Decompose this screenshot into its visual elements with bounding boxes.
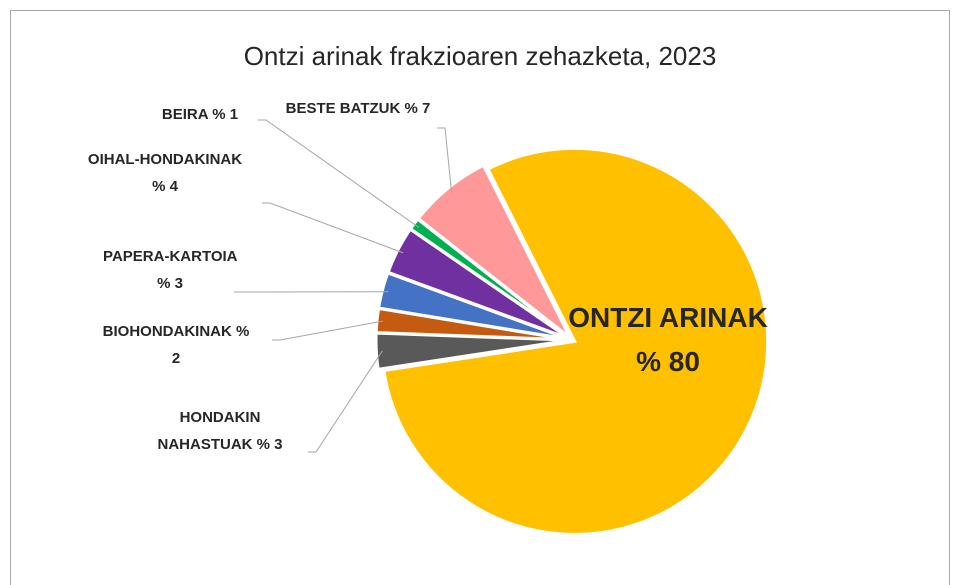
category-label: BIOHONDAKINAK	[102, 323, 232, 340]
chart-title: Ontzi arinak frakzioaren zehazketa, 2023	[244, 41, 717, 71]
data-label: PAPERA-KARTOIA % 3	[100, 243, 240, 297]
category-label: PAPERA-KARTOIA	[103, 248, 237, 265]
category-label: BEIRA	[161, 106, 209, 123]
data-label: ONTZI ARINAK % 80	[568, 296, 768, 384]
data-label: BEIRA % 1	[140, 101, 260, 128]
value-label: % 3	[256, 436, 283, 453]
leader-line	[272, 320, 384, 341]
category-label: OIHAL-HONDAKINAK	[87, 151, 243, 168]
value-label: % 4	[152, 178, 178, 195]
pie-slice	[382, 146, 770, 536]
data-label: OIHAL-HONDAKINAK % 4	[85, 146, 245, 200]
data-label: BIOHONDAKINAK % 2	[101, 318, 251, 372]
leader-line	[437, 127, 453, 194]
value-label: % 80	[636, 346, 700, 377]
leader-line	[258, 119, 420, 228]
leader-line	[262, 202, 404, 254]
data-label: HONDAKIN NAHASTUAK % 3	[145, 404, 295, 458]
category-label: BESTE BATZUK	[285, 100, 401, 117]
value-label: % 1	[212, 106, 239, 123]
pie-slice	[416, 163, 572, 339]
category-label: HONDAKIN NAHASTUAK	[157, 409, 261, 453]
data-label: BESTE BATZUK % 7	[258, 95, 458, 122]
value-label: % 3	[157, 275, 183, 292]
leader-line	[308, 350, 383, 453]
category-label: ONTZI ARINAK	[568, 302, 768, 333]
value-label: % 2	[171, 323, 250, 367]
value-label: % 7	[404, 100, 431, 117]
